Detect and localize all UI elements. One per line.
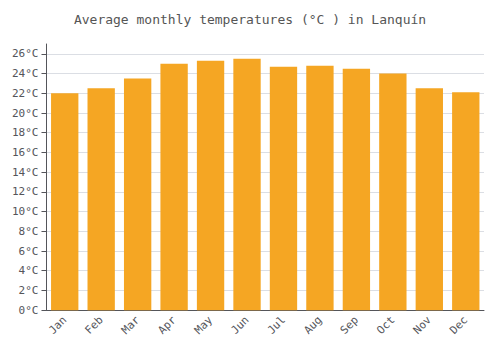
svg-text:2°C: 2°C [19, 284, 39, 297]
svg-text:16°C: 16°C [12, 146, 39, 159]
svg-text:Average monthly temperatures (: Average monthly temperatures (°C ) in La… [74, 12, 426, 27]
svg-text:Jun: Jun [228, 314, 251, 337]
svg-text:26°C: 26°C [12, 47, 39, 60]
svg-text:14°C: 14°C [12, 166, 39, 179]
svg-text:6°C: 6°C [19, 245, 39, 258]
svg-text:Aug: Aug [301, 314, 324, 337]
svg-text:Nov: Nov [411, 313, 434, 336]
svg-text:0°C: 0°C [19, 304, 39, 317]
svg-text:18°C: 18°C [12, 126, 39, 139]
svg-text:8°C: 8°C [19, 225, 39, 238]
svg-text:Apr: Apr [155, 313, 178, 336]
svg-text:Mar: Mar [119, 313, 142, 336]
svg-text:24°C: 24°C [12, 67, 39, 80]
svg-text:Feb: Feb [83, 314, 106, 337]
svg-text:May: May [192, 313, 215, 336]
svg-text:10°C: 10°C [12, 205, 39, 218]
svg-text:Sep: Sep [338, 314, 361, 337]
svg-text:20°C: 20°C [12, 107, 39, 120]
svg-text:12°C: 12°C [12, 185, 39, 198]
svg-text:Jan: Jan [46, 314, 69, 337]
svg-text:22°C: 22°C [12, 87, 39, 100]
svg-text:Jul: Jul [265, 314, 288, 337]
svg-text:Dec: Dec [447, 314, 470, 337]
svg-text:4°C: 4°C [19, 264, 39, 277]
svg-text:Oct: Oct [374, 314, 397, 337]
